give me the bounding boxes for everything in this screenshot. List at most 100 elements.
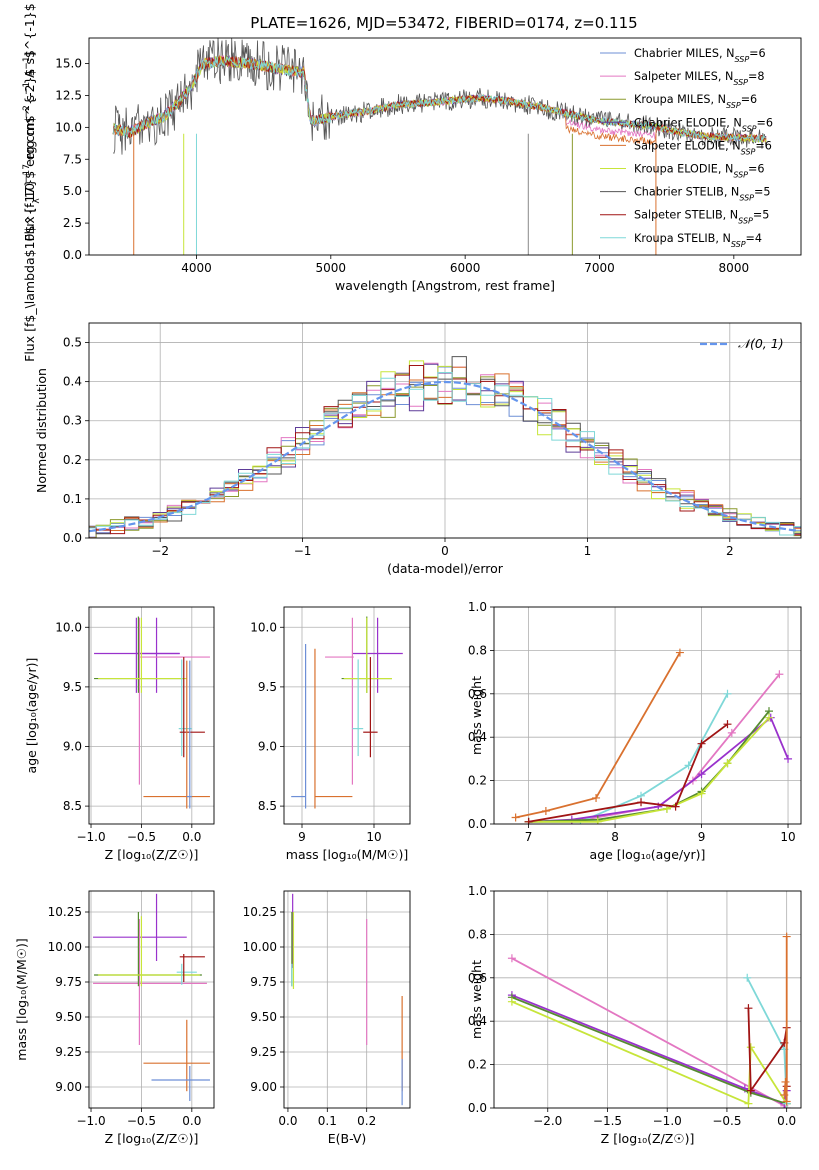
x-axis-label: Z [log₁₀(Z/Z☉)] [601, 1131, 695, 1146]
y-tick-label: 0.3 [63, 414, 82, 428]
x-tick-label: −0.5 [127, 1114, 156, 1128]
weight-point-marker [684, 761, 693, 770]
y-tick-label: 0.5 [63, 336, 82, 350]
weight-point-marker [775, 670, 784, 679]
y-tick-label: 10.0 [55, 620, 82, 634]
x-tick-label: −0.5 [712, 1114, 741, 1128]
weight-point-marker [507, 954, 516, 963]
x-axis-label: wavelength [Angstrom, rest frame] [335, 278, 555, 293]
weight-point-marker [782, 1097, 791, 1106]
axes-frame [88, 890, 215, 1109]
errorbar-point [94, 617, 180, 693]
y-axis-label: Normed distribution [34, 368, 49, 493]
weight-series-line [783, 936, 788, 1102]
weight-point-marker [697, 789, 706, 798]
x-tick-label: 4000 [181, 261, 212, 275]
y-tick-label: 5.0 [63, 184, 82, 198]
plot-area-weight_vs_age [511, 648, 793, 824]
legend-entry: Chabrier STELIB, NSSP=5 [634, 186, 771, 203]
x-axis-label: (data-model)/error [387, 561, 504, 576]
weight-point-marker [723, 689, 732, 698]
errorbar-point [325, 617, 354, 785]
x-tick-label: 0.0 [278, 1114, 297, 1128]
x-tick-label: 9 [298, 830, 306, 844]
x-tick-label: −1.0 [653, 1114, 682, 1128]
figure-title: PLATE=1626, MJD=53472, FIBERID=0174, z=0… [250, 14, 637, 32]
x-tick-label: 9 [698, 830, 706, 844]
weight-series-line [511, 994, 788, 1105]
weight-point-marker [746, 1086, 755, 1095]
y-axis-label: age [log₁₀(age/yr)] [24, 658, 39, 774]
errorbar-point [363, 657, 378, 758]
axes-mass_vs_ebv: 0.0 0.1 0.2 9.00 9.25 9.50 9.75 10.00 10.25 E(B-V… [243, 890, 411, 1146]
x-tick-label: −2.0 [533, 1114, 562, 1128]
x-axis-label: Z [log₁₀(Z/Z☉)] [105, 847, 199, 862]
weight-point-marker [744, 1004, 753, 1013]
legend-entry: Kroupa STELIB, NSSP=4 [634, 232, 762, 249]
histogram-step-series [89, 372, 801, 536]
y-axis-label: mass weight [469, 676, 484, 755]
x-tick-label: −1.0 [76, 830, 105, 844]
x-tick-label: 2 [726, 544, 734, 558]
x-axis-label: age [log₁₀(age/yr)] [590, 847, 706, 862]
weight-series-line [528, 693, 729, 823]
weight-point-marker [541, 806, 550, 815]
x-tick-label: 0.0 [182, 1114, 201, 1128]
y-tick-label: 9.00 [55, 1080, 82, 1094]
y-tick-label: 0.4 [468, 730, 487, 744]
x-tick-label: 0.1 [318, 1114, 337, 1128]
weight-point-marker [782, 932, 791, 941]
plot-area-mass_vs_ebv [291, 893, 403, 1106]
errorbar-point [176, 963, 197, 985]
errorbar-point [352, 617, 403, 693]
x-tick-label: 0.0 [182, 830, 201, 844]
weight-point-marker [593, 817, 602, 824]
weight-series-line [515, 652, 681, 819]
x-axis-label: mass [log₁₀(M/M☉)] [286, 847, 408, 862]
weight-point-marker [511, 813, 520, 822]
x-tick-label: 10 [366, 830, 381, 844]
errorbar-point [138, 617, 210, 785]
legend-entry: Salpeter STELIB, NSSP=5 [634, 209, 769, 226]
axes-age_vs_mass: 9 10 8.5 9.0 9.5 10.0 mass [log₁₀(M/M☉)] [250, 606, 411, 862]
y-tick-label: 0.4 [63, 375, 82, 389]
errorbar-point [143, 1019, 210, 1092]
errorbar-point [98, 916, 200, 987]
axes-frame [283, 890, 411, 1109]
axes-frame [493, 890, 802, 1109]
errorbar-point [343, 617, 392, 693]
errorbar-point [291, 643, 307, 809]
plot-area-weight_vs_Z [507, 932, 791, 1108]
errorbar-point [179, 954, 205, 982]
axes-frame [493, 606, 802, 825]
y-tick-label: 0.1 [63, 492, 82, 506]
weight-series-line [746, 977, 788, 1104]
panels: 4000 5000 6000 7000 80000.02.55.07.510.012.5… [14, 0, 802, 1146]
legend-entry: 𝒩(0, 1) [738, 336, 784, 351]
weight-point-marker [743, 973, 752, 982]
legend-entry: Salpeter ELODIE, NSSP=6 [634, 139, 772, 156]
errorbar-point [143, 660, 210, 809]
axes-mass_vs_Z: −1.0 −0.5 0.0 9.00 9.25 9.50 9.75 10.00 10.25 Z [… [14, 890, 215, 1146]
y-tick-label: 0.6 [468, 687, 487, 701]
x-tick-label: 7000 [584, 261, 615, 275]
spectrum-legend: Chabrier MILES, NSSP=6 Salpeter MILES, NS… [600, 47, 773, 248]
weight-point-marker [507, 997, 516, 1006]
errorbar-point [179, 657, 205, 758]
y-tick-label: 10.00 [243, 940, 277, 954]
x-tick-label: −2 [151, 544, 169, 558]
legend-entry: Chabrier MILES, NSSP=6 [634, 47, 766, 64]
legend-entry: Chabrier ELODIE, NSSP=6 [634, 116, 773, 133]
errorbar-point [352, 659, 364, 757]
axes-frame [88, 37, 802, 256]
y-tick-label: 0.2 [468, 774, 487, 788]
y-tick-label: 9.5 [63, 680, 82, 694]
axes-frame [283, 606, 411, 825]
errorbar-point [314, 648, 353, 809]
errorbar-point [151, 1066, 210, 1101]
weight-series-line [511, 957, 788, 1108]
weight-point-marker [524, 817, 533, 824]
x-tick-label: 1 [584, 544, 592, 558]
y-tick-label: 9.75 [55, 975, 82, 989]
